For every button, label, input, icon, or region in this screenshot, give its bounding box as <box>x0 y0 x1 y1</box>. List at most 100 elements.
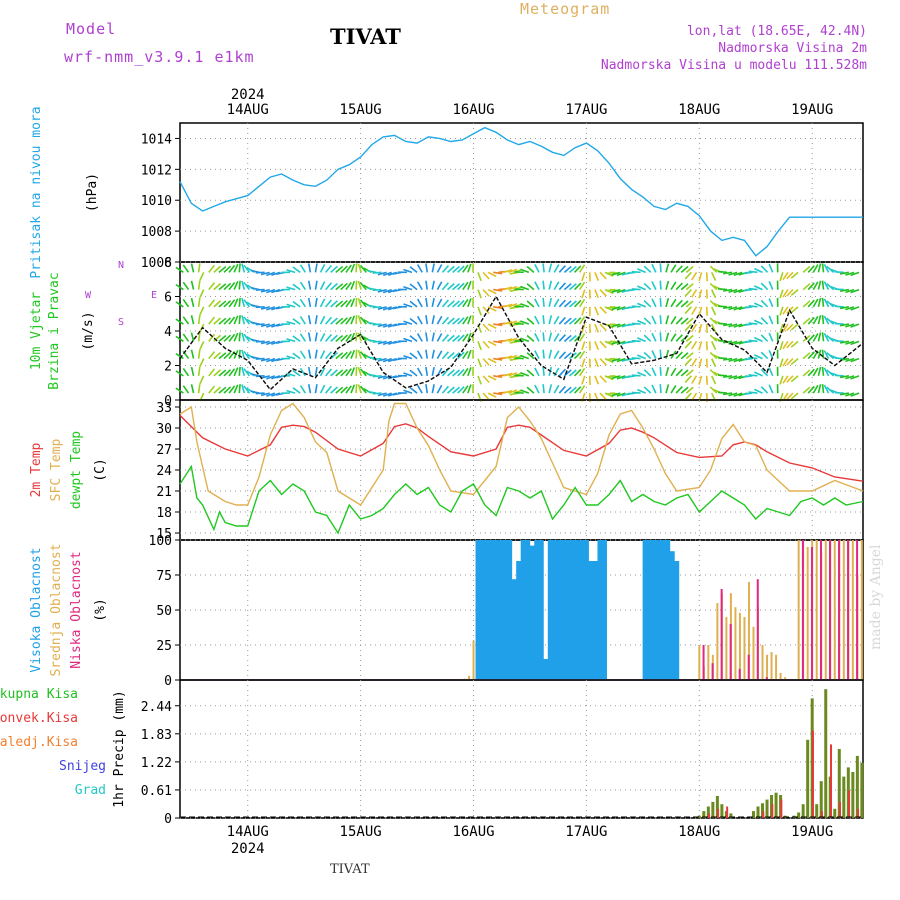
wind-arrow <box>526 386 535 394</box>
cloud-ylabel: (%) <box>93 598 108 621</box>
precip-legend-entry: Ukupna Kisa <box>0 687 78 702</box>
wind-series-line <box>179 295 864 391</box>
cloud-bar <box>597 540 603 680</box>
wind-arrow <box>665 297 670 308</box>
wind-arrow <box>594 358 600 368</box>
wind-arrow <box>286 389 296 394</box>
wind-arrow <box>786 375 794 383</box>
wind-arrow <box>526 317 535 325</box>
wind-arrow <box>558 334 566 342</box>
wind-arrow <box>637 388 646 394</box>
wind-arrow <box>409 369 418 377</box>
wind-arrow <box>553 298 560 308</box>
wind-arrow <box>441 282 450 291</box>
wind-arrow <box>487 323 497 329</box>
wind-arrow <box>493 340 503 344</box>
wind-arrow <box>817 366 822 377</box>
wind-arrow <box>782 375 789 384</box>
wind-arrow <box>534 350 540 359</box>
wind-arrow <box>175 387 184 394</box>
wind-arrow <box>542 315 545 325</box>
wind-arrow <box>498 305 508 308</box>
wind-arrow <box>594 289 600 299</box>
wind-arrow <box>241 349 246 359</box>
wind-arrow <box>372 392 382 395</box>
wind-arrow <box>817 349 822 359</box>
wind-arrow <box>363 267 372 274</box>
precip-bar <box>771 804 774 818</box>
cloud-bar <box>601 540 607 680</box>
wind-arrow <box>260 306 270 310</box>
wind-arrow <box>482 306 490 315</box>
cloud-bar <box>489 540 495 680</box>
wind-arrow <box>790 271 799 279</box>
wind-arrow <box>266 271 276 277</box>
wind-arrow <box>743 306 753 309</box>
wind-arrow <box>651 281 657 290</box>
wind-arrow <box>823 315 830 325</box>
wind-arrow <box>416 333 423 342</box>
wind-arrow <box>616 271 626 277</box>
wind-arrow <box>213 300 222 308</box>
wind-arrow <box>823 350 830 359</box>
wind-arrow <box>526 300 535 308</box>
wind-arrow <box>723 375 733 379</box>
wind-arrow <box>508 268 518 274</box>
wind-arrow <box>392 357 402 362</box>
precip-bar <box>770 795 774 818</box>
wind-arrow <box>659 349 662 359</box>
wind-arrow <box>659 366 662 376</box>
wind-arrow <box>581 323 586 333</box>
wind-arrow <box>190 297 195 308</box>
wind-arrow <box>503 303 513 308</box>
wind-arrow <box>175 370 184 377</box>
wind-arrow <box>760 351 769 360</box>
wind-arrow <box>359 333 367 342</box>
wind-arrow <box>631 339 641 343</box>
wind-arrow <box>509 323 519 327</box>
compass-north-label: N <box>118 260 124 271</box>
wind-arrow <box>452 317 461 325</box>
precip-bar <box>828 776 832 818</box>
wind-arrow <box>330 265 338 273</box>
wind-arrow <box>508 389 518 394</box>
wind-arrow <box>817 297 822 308</box>
temperature-ylabel: 2m Temp <box>29 442 44 497</box>
wind-arrow <box>190 332 195 342</box>
wind-arrow <box>462 299 469 308</box>
wind-arrow <box>286 372 296 377</box>
wind-arrow <box>238 263 241 273</box>
wind-arrow <box>821 315 825 325</box>
wind-arrow <box>568 283 577 291</box>
wind-arrow <box>199 375 205 385</box>
wind-arrow <box>319 384 326 394</box>
cloud-bar <box>651 540 657 680</box>
wind-arrow <box>271 306 281 311</box>
compass-south-label: S <box>118 317 124 328</box>
wind-arrow <box>691 340 698 350</box>
wind-arrow <box>821 280 825 290</box>
wind-arrow <box>604 375 614 381</box>
wind-arrow <box>330 369 338 377</box>
y-tick-label: 1.22 <box>141 756 172 771</box>
wind-arrow <box>223 317 232 325</box>
wind-arrow <box>357 298 362 308</box>
wind-arrow <box>367 321 377 325</box>
wind-arrow <box>190 384 195 394</box>
wind-arrow <box>223 386 232 394</box>
wind-arrow <box>213 334 222 342</box>
precip-legend-entry: Grad <box>75 783 106 798</box>
wind-arrow <box>786 271 794 280</box>
wind-arrow <box>218 265 227 273</box>
wind-arrow <box>363 319 372 325</box>
wind-arrow <box>441 385 450 394</box>
temperature-ylabel: (C) <box>93 458 108 481</box>
wind-arrow <box>610 288 620 292</box>
cloud-bar <box>775 654 778 680</box>
wind-arrow <box>246 335 255 343</box>
wind-arrow <box>508 303 518 308</box>
wind-arrow <box>190 263 195 273</box>
wind-arrow <box>477 375 482 385</box>
wind-arrow <box>299 385 306 394</box>
wind-arrow <box>350 315 356 325</box>
